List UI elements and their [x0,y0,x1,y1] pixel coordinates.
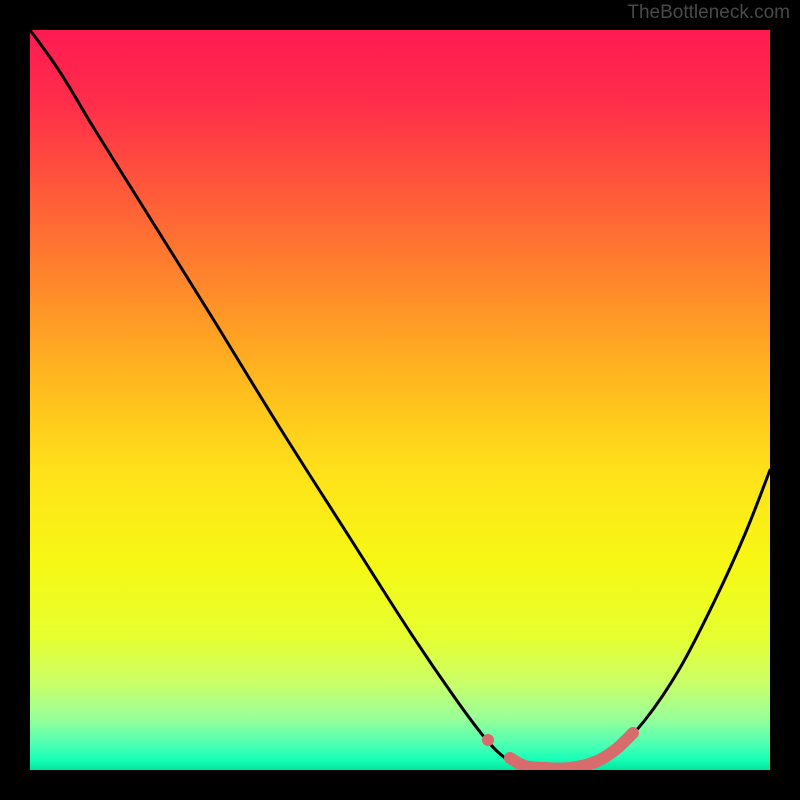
chart-svg [0,0,800,800]
watermark-text: TheBottleneck.com [627,2,790,24]
curve-highlight-dots [482,734,494,746]
chart-canvas [0,0,800,800]
plot-background [30,30,770,770]
